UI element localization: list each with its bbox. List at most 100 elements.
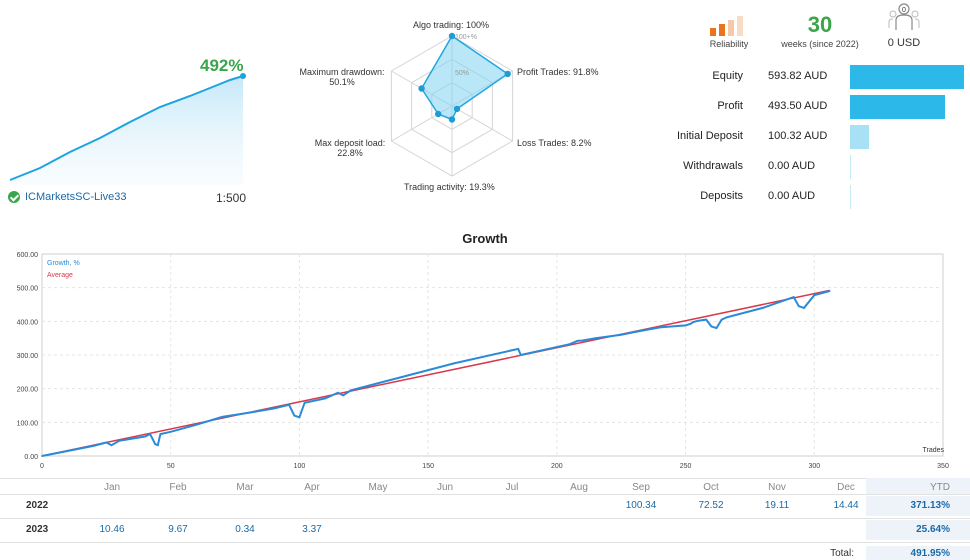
radar-svg: 100+% 50% <box>390 32 514 177</box>
stat-profit: Profit 493.50 AUD <box>660 94 970 120</box>
radar-point-loss <box>453 105 461 113</box>
growth-point <box>169 431 172 433</box>
month-header-apr: Apr <box>304 482 320 493</box>
growth-point <box>298 416 301 419</box>
table-row: 2022 100.34 72.52 19.11 14.44 371.13% <box>0 496 970 516</box>
x-tick-label: 200 <box>551 463 563 470</box>
y-tick-label: 0.00 <box>24 454 38 461</box>
month-header-may: May <box>368 482 388 493</box>
growth-point <box>324 397 327 400</box>
broker-link[interactable]: ICMarketsSC-Live33 <box>25 191 127 203</box>
total-label: Total: <box>830 548 854 559</box>
x-tick-label: 150 <box>422 463 434 470</box>
stat-initial-deposit: Initial Deposit 100.32 AUD <box>660 124 970 150</box>
growth-point <box>568 343 571 345</box>
stat-value: 0.00 AUD <box>768 160 816 172</box>
total-value: 491.95% <box>866 546 970 560</box>
month-header-jul: Jul <box>505 482 519 493</box>
month-value[interactable]: 14.44 <box>833 500 859 511</box>
stat-value: 100.32 AUD <box>768 130 828 142</box>
growth-point <box>293 414 296 417</box>
radar-point-profit <box>504 70 511 78</box>
growth-point <box>620 334 622 336</box>
radar-label-drawdown-title: Maximum drawdown: <box>299 67 385 77</box>
growth-point <box>813 294 816 296</box>
growth-point <box>110 444 113 446</box>
growth-point <box>720 318 723 321</box>
mini-growth-area <box>10 76 243 185</box>
growth-point <box>303 402 306 404</box>
radar-label-drawdown-value: 50.1% <box>329 77 355 87</box>
growth-point <box>517 348 519 350</box>
month-value[interactable]: 72.52 <box>698 500 724 511</box>
radar-chart: 100+% 50% Algo trading: 100% Profit Trad… <box>285 0 615 200</box>
growth-point <box>159 433 162 435</box>
growth-point <box>594 337 597 339</box>
ytd-value: 371.13% <box>866 496 970 516</box>
month-header-nov: Nov <box>768 482 786 493</box>
growth-point <box>337 391 339 394</box>
month-header-sep: Sep <box>632 482 650 493</box>
month-header-dec: Dec <box>837 482 855 493</box>
legend-growth: Growth, % <box>47 260 80 267</box>
growth-point <box>154 443 157 445</box>
y-tick-label: 600.00 <box>17 252 39 259</box>
y-tick-label: 100.00 <box>17 420 39 427</box>
stat-equity: Equity 593.82 AUD <box>660 64 970 90</box>
growth-point <box>350 389 352 392</box>
radar-label-activity: Trading activity: 19.3% <box>404 182 495 192</box>
growth-point <box>520 354 522 356</box>
radar-label-deposit-load-value: 22.8% <box>337 148 363 158</box>
month-value[interactable]: 19.11 <box>764 500 790 511</box>
month-value[interactable]: 100.34 <box>625 500 657 511</box>
stat-value: 593.82 AUD <box>768 70 828 82</box>
reliability-bars-icon <box>710 16 743 36</box>
stat-deposits: Deposits 0.00 AUD <box>660 184 970 210</box>
stat-label: Initial Deposit <box>676 130 743 142</box>
table-header-row: Jan Feb Mar Apr May Jun Jul Aug Sep Oct Nov Dec YTD <box>0 478 970 496</box>
radar-point-deposit_load <box>435 110 442 118</box>
stat-value: 0.00 AUD <box>768 190 816 202</box>
y-tick-label: 200.00 <box>17 387 39 394</box>
mini-growth-chart <box>9 73 246 185</box>
legend-average: Average <box>47 272 73 279</box>
broker-row: ICMarketsSC-Live33 1:500 <box>8 190 248 206</box>
mini-growth-line <box>9 75 244 181</box>
reliability-label: Reliability <box>709 39 749 49</box>
y-tick-label: 300.00 <box>17 353 39 360</box>
x-tick-label: 250 <box>680 463 692 470</box>
ytd-header: YTD <box>866 478 970 494</box>
growth-point <box>581 339 584 342</box>
growth-point <box>798 305 800 307</box>
stat-label: Withdrawals <box>683 160 743 172</box>
y-tick-label: 400.00 <box>17 319 39 326</box>
growth-point <box>828 290 831 292</box>
x-tick-label: 0 <box>40 463 44 470</box>
growth-point <box>576 340 579 342</box>
growth-point <box>157 444 159 446</box>
growth-point <box>105 441 108 444</box>
subscription-price: 0 USD <box>887 37 921 49</box>
stat-bar <box>850 125 869 149</box>
growth-point <box>92 445 95 447</box>
growth-point <box>118 440 120 442</box>
growth-point <box>697 319 700 322</box>
month-value[interactable]: 10.46 <box>99 524 125 535</box>
growth-line <box>41 290 830 457</box>
growth-chart[interactable]: 0.00 100.00 200.00 300.00 400.00 500.00 600.00… <box>0 248 970 473</box>
month-value[interactable]: 9.67 <box>168 524 188 535</box>
growth-point <box>453 362 455 365</box>
radar-label-loss: Loss Trades: 8.2% <box>517 138 592 148</box>
radar-label-deposit-load: Max deposit load: 22.8% <box>312 138 388 158</box>
stat-label: Equity <box>712 70 743 82</box>
radar-ring-100-label: 100+% <box>455 34 477 41</box>
radar-point-activity <box>448 116 456 123</box>
radar-label-deposit-load-title: Max deposit load: <box>314 138 386 148</box>
stat-value: 493.50 AUD <box>768 100 828 112</box>
growth-point <box>659 326 661 329</box>
x-tick-label: 350 <box>937 463 949 470</box>
verified-check-icon <box>8 191 20 203</box>
month-value[interactable]: 3.37 <box>302 524 322 535</box>
month-value[interactable]: 0.34 <box>235 524 255 535</box>
year-label: 2022 <box>26 500 49 511</box>
